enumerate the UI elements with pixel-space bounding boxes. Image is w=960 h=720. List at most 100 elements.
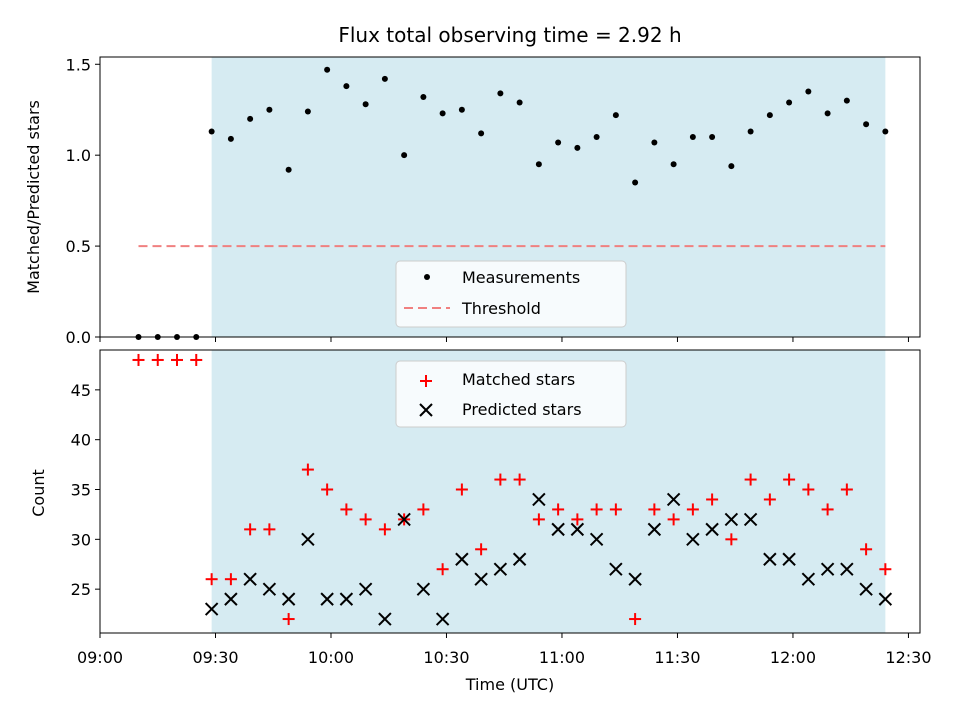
measurement-point xyxy=(805,88,812,95)
measurement-point xyxy=(593,134,600,140)
count-y-ticks: 25 30 35 40 45 xyxy=(71,381,100,599)
measurement-point xyxy=(343,83,350,90)
ratio-ytick-label: 1.5 xyxy=(66,55,91,74)
x-tick-label: 10:30 xyxy=(423,648,469,667)
matched-star-point xyxy=(840,483,853,496)
count-panel: 25 30 35 40 45 09:00 09:30 10:00 10:30 11:00 11:3… xyxy=(29,349,932,694)
matched-star-point xyxy=(132,353,145,366)
matched-star-point xyxy=(571,513,584,526)
measurement-point xyxy=(574,144,581,151)
predicted-star-point xyxy=(763,552,777,566)
matched-star-point xyxy=(590,503,603,516)
measurement-point xyxy=(497,90,504,97)
predicted-star-point xyxy=(609,562,623,576)
matched-star-point xyxy=(321,483,334,496)
matched-star-point xyxy=(244,523,257,536)
predicted-star-point xyxy=(801,572,816,586)
matched-star-point xyxy=(190,353,203,366)
ratio-panel: 0.0 0.5 1.0 1.5 Matched/Predicted stars Mea… xyxy=(24,55,921,347)
x-axis-label: Time (UTC) xyxy=(465,675,554,694)
measurement-point xyxy=(247,115,254,122)
predicted-star-point xyxy=(647,522,662,537)
measurement-point xyxy=(478,130,485,137)
matched-star-point xyxy=(763,493,776,506)
legend-threshold-label: Threshold xyxy=(461,299,541,318)
predicted-star-point xyxy=(628,572,642,586)
x-tick-label: 11:30 xyxy=(654,648,700,667)
predicted-star-point xyxy=(455,552,469,566)
predicted-star-point xyxy=(686,532,700,547)
measurement-point xyxy=(362,101,369,108)
matched-star-point xyxy=(609,503,622,516)
measurement-point xyxy=(824,110,831,117)
matched-star-point xyxy=(436,563,449,576)
predicted-star-point xyxy=(589,532,604,547)
count-y-axis-label: Count xyxy=(29,469,48,517)
measurement-point xyxy=(304,108,311,115)
ratio-legend: Measurements Threshold xyxy=(395,260,627,328)
matched-star-point xyxy=(475,543,488,556)
predicted-star-point xyxy=(743,512,758,527)
matched-star-point xyxy=(667,513,680,526)
matched-stars-points xyxy=(132,353,892,626)
x-tick-label: 12:00 xyxy=(770,648,816,667)
predicted-star-point xyxy=(493,562,508,576)
predicted-star-point xyxy=(512,552,527,566)
ratio-y-axis-label: Matched/Predicted stars xyxy=(24,100,43,294)
predicted-star-point xyxy=(782,552,796,566)
measurement-point xyxy=(401,152,408,159)
chart-title: Flux total observing time = 2.92 h xyxy=(338,23,681,47)
legend-matched-label: Matched stars xyxy=(462,370,575,389)
measurement-point xyxy=(208,128,215,135)
predicted-star-point xyxy=(397,512,411,527)
count-ytick-label: 45 xyxy=(71,381,91,400)
matched-star-point xyxy=(860,543,873,556)
predicted-star-point xyxy=(416,582,431,596)
matched-star-point xyxy=(340,503,353,516)
measurement-point xyxy=(709,134,716,140)
ratio-ytick-label: 1.0 xyxy=(66,146,91,165)
predicted-star-point xyxy=(570,522,585,537)
matched-star-point xyxy=(783,473,796,486)
predicted-star-point xyxy=(474,572,488,586)
measurement-point xyxy=(381,75,388,82)
measurement-point xyxy=(882,128,889,135)
predicted-star-point xyxy=(262,582,277,596)
measurement-point xyxy=(516,99,523,106)
predicted-stars-points xyxy=(204,492,893,626)
count-legend-box xyxy=(395,360,627,428)
matched-star-point xyxy=(378,523,391,536)
legend-measurements-label: Measurements xyxy=(462,268,580,287)
predicted-star-point xyxy=(281,592,296,606)
count-x-ticks: 09:00 09:30 10:00 10:30 11:00 11:30 12:00 12:30 xyxy=(77,633,932,667)
measurement-point xyxy=(689,134,696,140)
predicted-star-point xyxy=(666,492,681,507)
predicted-star-point xyxy=(224,592,238,606)
measurement-point xyxy=(766,112,773,119)
matched-star-point xyxy=(552,503,565,516)
matched-star-point xyxy=(494,473,507,486)
count-ytick-label: 30 xyxy=(71,530,91,549)
measurement-point xyxy=(227,135,234,142)
measurement-point xyxy=(612,112,619,119)
predicted-star-point xyxy=(859,582,873,596)
matched-star-point xyxy=(706,493,719,506)
ratio-axes-frame xyxy=(99,56,921,338)
measurement-point xyxy=(535,161,542,168)
measurement-point xyxy=(420,94,427,100)
predicted-star-point xyxy=(301,532,315,547)
x-tick-label: 09:00 xyxy=(77,648,123,667)
matched-star-point xyxy=(648,503,661,516)
ratio-ytick-label: 0.5 xyxy=(66,237,91,256)
count-ytick-label: 25 xyxy=(71,580,91,599)
predicted-star-point xyxy=(243,572,257,586)
legend-predicted-label: Predicted stars xyxy=(462,400,582,419)
predicted-star-point xyxy=(378,612,392,626)
measurement-point xyxy=(632,179,639,186)
measurement-points xyxy=(135,66,889,340)
matched-star-point xyxy=(417,503,430,516)
x-tick-label: 09:30 xyxy=(192,648,238,667)
matched-star-point xyxy=(802,483,815,496)
matched-star-point xyxy=(725,533,738,546)
